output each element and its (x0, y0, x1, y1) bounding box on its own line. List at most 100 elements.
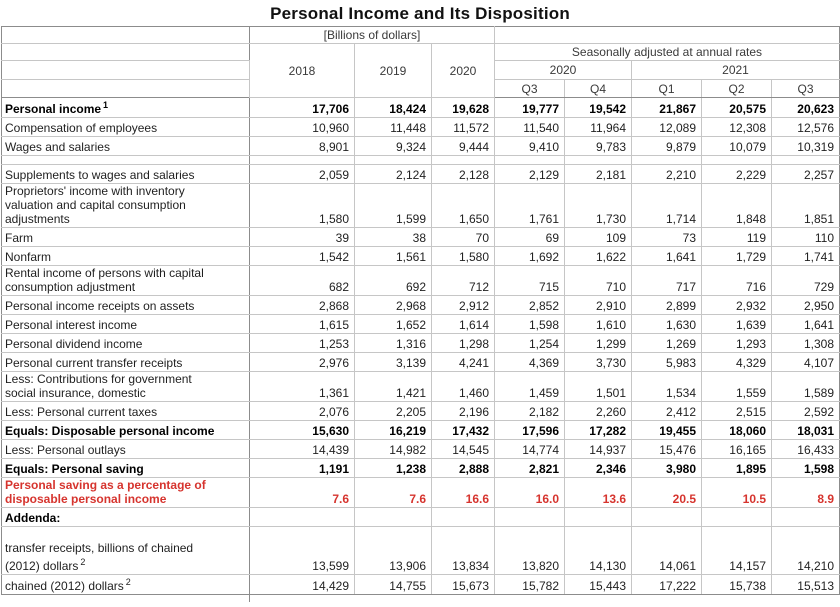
cell-value: 16,433 (771, 439, 840, 459)
units-label: [Billions of dollars] (249, 26, 495, 44)
cell-value: 15,513 (771, 574, 840, 595)
cell-value: 14,130 (564, 526, 632, 575)
cell-value: 1,614 (431, 314, 495, 334)
cell-value: 4,241 (431, 352, 495, 372)
cell-value: 15,738 (701, 574, 772, 595)
quarter-group-2021: 2021 (631, 60, 840, 80)
cell-value: 1,298 (431, 333, 495, 353)
cell-value: 1,639 (701, 314, 772, 334)
cell-value: 19,542 (564, 97, 632, 118)
row-label: Equals: Personal saving (1, 458, 250, 478)
quarter-label-2020-q3: Q3 (494, 79, 565, 98)
cell-value: 2,899 (631, 295, 702, 315)
row-label: Supplements to wages and salaries (1, 164, 250, 184)
cell-value: 13.6 (564, 477, 632, 508)
table-row: Personal interest income 1,615 1,652 1,614 1… (1, 314, 840, 334)
cell-value: 15,782 (494, 574, 565, 595)
cell-value: 2,229 (701, 164, 772, 184)
table-row: Less: Personal current taxes 2,076 2,205 2,… (1, 401, 840, 421)
cell-value: 9,444 (431, 136, 495, 156)
row-label: Proprietors' income with inventory valuat… (1, 183, 250, 228)
cell-value: 4,107 (771, 352, 840, 372)
cell-value: 2,076 (249, 401, 355, 421)
cell-value: 1,630 (631, 314, 702, 334)
cell-value: 17,596 (494, 420, 565, 440)
cell-value: 18,060 (701, 420, 772, 440)
row-label: transfer receipts, billions of chained (2… (1, 526, 250, 575)
cell-value: 109 (564, 227, 632, 247)
cell-value: 1,559 (701, 371, 772, 402)
cell-value: 2,515 (701, 401, 772, 421)
table-header: [Billions of dollars] 2018 2019 2020 Sea… (1, 26, 840, 98)
cell-value: 2,950 (771, 295, 840, 315)
cell-value: 2,129 (494, 164, 565, 184)
income-table: [Billions of dollars] 2018 2019 2020 Sea… (1, 26, 840, 595)
cell-value: 7.6 (249, 477, 355, 508)
cell-value: 16.0 (494, 477, 565, 508)
cell-value: 3,730 (564, 352, 632, 372)
cell-value (771, 155, 840, 165)
table-row: Personal current transfer receipts 2,976 3… (1, 352, 840, 372)
row-label: Personal income 1 (1, 97, 250, 118)
cell-value: 2,128 (431, 164, 495, 184)
quarter-label-2021-q1: Q1 (631, 79, 702, 98)
cell-value: 2,910 (564, 295, 632, 315)
cell-value: 1,599 (354, 183, 432, 228)
cell-value: 19,628 (431, 97, 495, 118)
cell-value: 1,561 (354, 246, 432, 266)
row-label: Personal dividend income (1, 333, 250, 353)
row-label: Personal income receipts on assets (1, 295, 250, 315)
cell-value: 2,932 (701, 295, 772, 315)
page-title: Personal Income and Its Disposition (270, 4, 570, 23)
cell-value: 14,429 (249, 574, 355, 595)
cell-value: 2,124 (354, 164, 432, 184)
cell-value (564, 507, 632, 527)
cell-value: 14,061 (631, 526, 702, 575)
cell-value: 9,783 (564, 136, 632, 156)
cell-value: 12,308 (701, 117, 772, 137)
cell-value: 11,540 (494, 117, 565, 137)
cell-value: 10,960 (249, 117, 355, 137)
table-row: Personal income receipts on assets 2,868 2… (1, 295, 840, 315)
quarter-row: Q3 Q4 Q1 Q2 Q3 (1, 79, 840, 98)
cell-value: 2,912 (431, 295, 495, 315)
table-row: Supplements to wages and salaries 2,059 2,… (1, 164, 840, 184)
quarter-group-2020: 2020 (494, 60, 632, 80)
quarter-label-2021-q2: Q2 (701, 79, 772, 98)
row-label: Less: Contributions for government social… (1, 371, 250, 402)
row-label: Rental income of persons with capital con… (1, 265, 250, 296)
cell-value: 717 (631, 265, 702, 296)
cell-value: 13,599 (249, 526, 355, 575)
table-row: Personal dividend income 1,253 1,316 1,298 1… (1, 333, 840, 353)
cell-value: 13,906 (354, 526, 432, 575)
cell-value: 13,834 (431, 526, 495, 575)
cell-value (354, 507, 432, 527)
cell-value: 1,589 (771, 371, 840, 402)
cell-value (631, 155, 702, 165)
spacer-row (1, 155, 840, 165)
row-label: Personal current transfer receipts (1, 352, 250, 372)
cell-value: 7.6 (354, 477, 432, 508)
col-header-2019: 2019 (354, 43, 432, 98)
cell-value: 14,774 (494, 439, 565, 459)
cell-value: 3,139 (354, 352, 432, 372)
cell-value: 16,165 (701, 439, 772, 459)
cell-value: 20,623 (771, 97, 840, 118)
cell-value: 15,630 (249, 420, 355, 440)
cell-value: 1,238 (354, 458, 432, 478)
row-label (1, 155, 250, 165)
cell-value: 729 (771, 265, 840, 296)
cell-value: 10,079 (701, 136, 772, 156)
cell-value: 2,257 (771, 164, 840, 184)
cell-value: 715 (494, 265, 565, 296)
cell-value: 692 (354, 265, 432, 296)
cell-value: 17,222 (631, 574, 702, 595)
cell-value: 1,741 (771, 246, 840, 266)
cell-value: 20.5 (631, 477, 702, 508)
cell-value: 73 (631, 227, 702, 247)
cell-value: 716 (701, 265, 772, 296)
cell-value: 2,888 (431, 458, 495, 478)
column-divider-tail (249, 595, 250, 602)
cell-value: 14,157 (701, 526, 772, 575)
